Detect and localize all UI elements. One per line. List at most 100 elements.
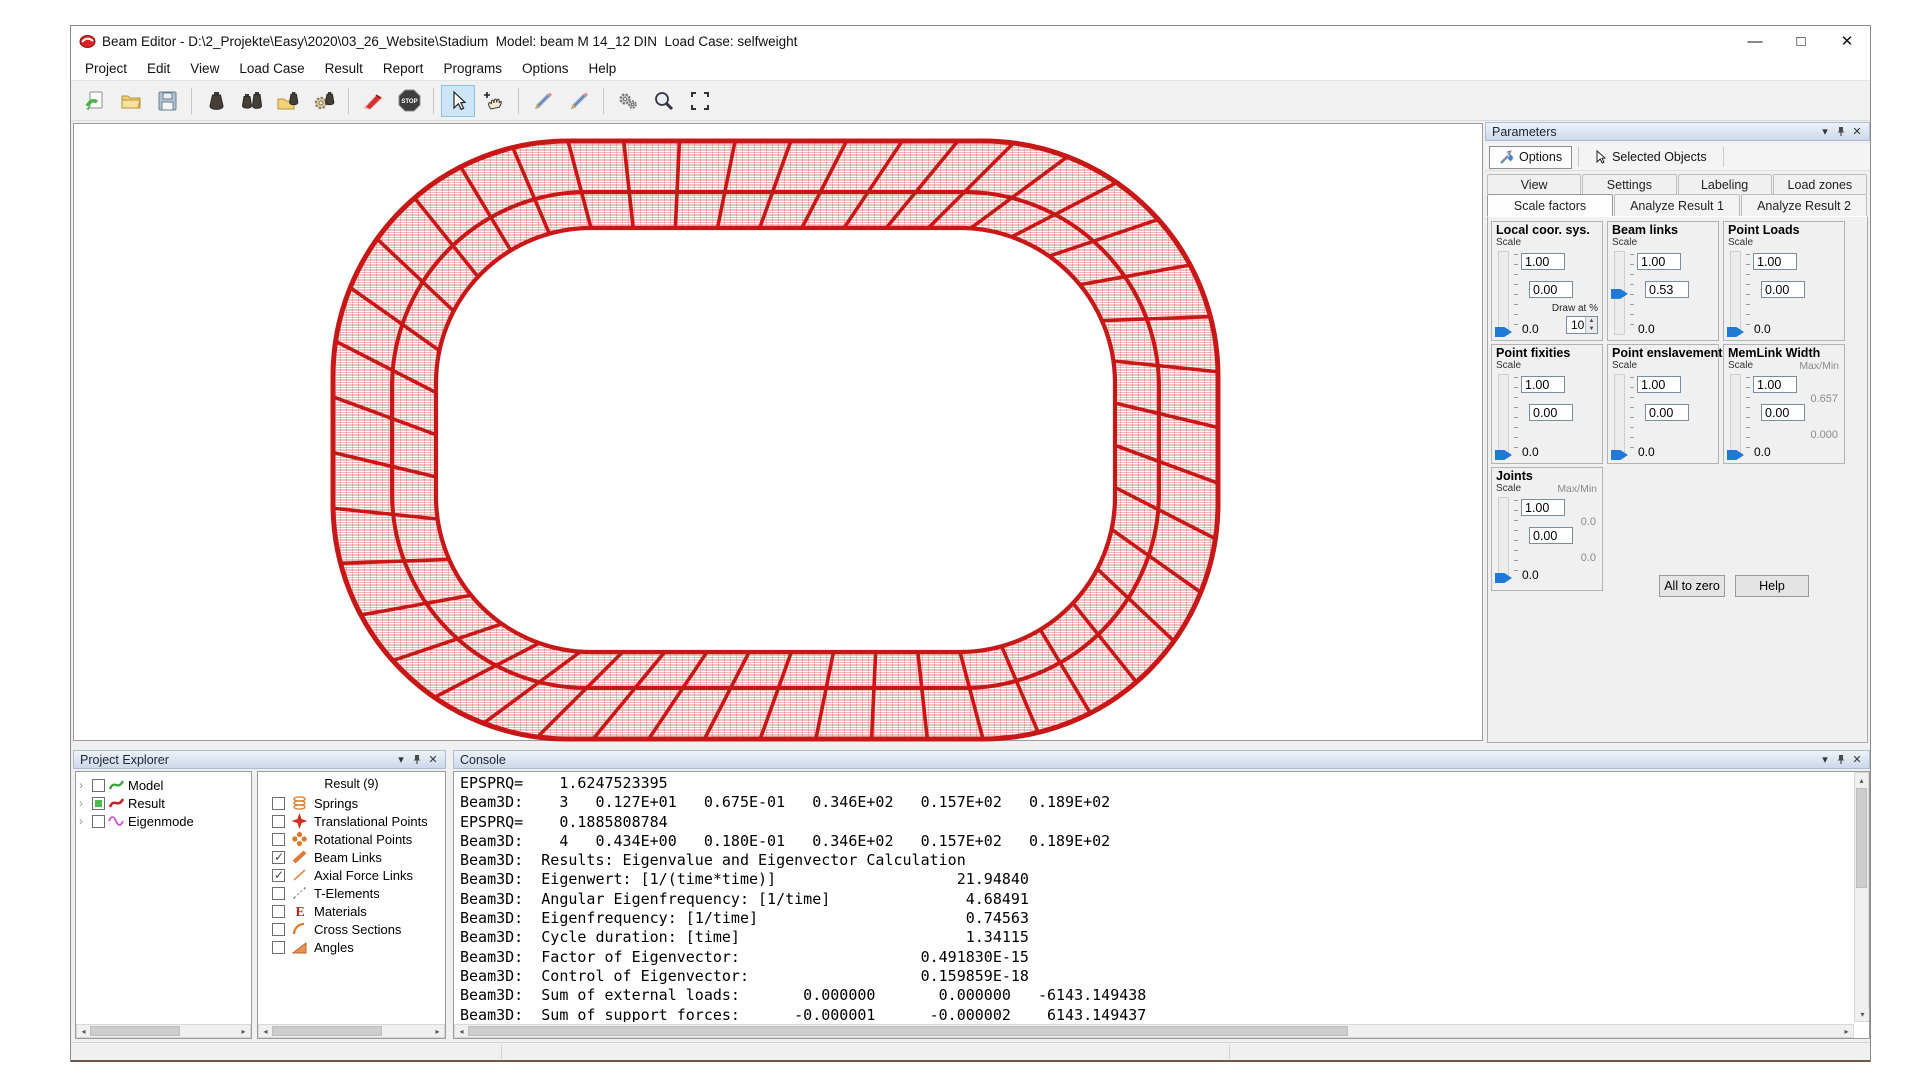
result-item-beam-links[interactable]: Beam Links: [258, 848, 445, 866]
slider-thumb[interactable]: [1495, 327, 1512, 337]
load-case-weight-button[interactable]: [199, 85, 233, 117]
pin-icon[interactable]: [409, 752, 425, 767]
scale-slider[interactable]: [1614, 374, 1625, 458]
scale-slider[interactable]: [1498, 374, 1509, 458]
close-button[interactable]: ✕: [1840, 33, 1854, 50]
tab-analyze-result-2[interactable]: Analyze Result 2: [1741, 194, 1867, 216]
scale-slider[interactable]: [1498, 251, 1509, 335]
result-checkbox[interactable]: [272, 868, 285, 882]
expander-icon[interactable]: ›: [79, 778, 83, 792]
close-icon[interactable]: ✕: [428, 754, 438, 766]
project-explorer-title-bar[interactable]: Project Explorer ▾ ✕: [73, 750, 446, 769]
menu-edit[interactable]: Edit: [147, 60, 171, 76]
help-button[interactable]: Help: [1735, 575, 1809, 597]
scroll-right-arrow[interactable]: ▸: [1840, 1025, 1853, 1037]
pin-icon[interactable]: [1833, 752, 1849, 767]
close-icon[interactable]: ✕: [1852, 754, 1862, 766]
tree-horizontal-scrollbar[interactable]: ◂ ▸: [76, 1024, 251, 1038]
result-item-cross-sections[interactable]: Cross Sections: [258, 920, 445, 938]
scroll-left-arrow[interactable]: ◂: [259, 1025, 272, 1037]
scale-value-field[interactable]: [1529, 281, 1573, 298]
scale-value-field[interactable]: [1761, 281, 1805, 298]
tree-checkbox[interactable]: [92, 796, 105, 810]
scale-value-field[interactable]: [1529, 527, 1573, 544]
save-button[interactable]: [150, 85, 184, 117]
scroll-left-arrow[interactable]: ◂: [77, 1025, 90, 1037]
slider-thumb[interactable]: [1727, 327, 1744, 337]
model-canvas[interactable]: [73, 123, 1483, 742]
console-title-bar[interactable]: Console ▾ ✕: [453, 750, 1870, 769]
slider-thumb[interactable]: [1495, 450, 1512, 460]
result-checkbox[interactable]: [272, 850, 285, 864]
result-item-t-elements[interactable]: T-Elements: [258, 884, 445, 902]
open-project-button[interactable]: [114, 85, 148, 117]
result-checkbox[interactable]: [272, 832, 285, 846]
scale-value-field[interactable]: [1645, 281, 1689, 298]
new-project-button[interactable]: [78, 85, 112, 117]
draw-at-spinner[interactable]: 10 ▲ ▼: [1566, 316, 1598, 334]
result-checkbox[interactable]: [272, 922, 285, 936]
draw-beam-button[interactable]: [526, 85, 560, 117]
console-vertical-scrollbar[interactable]: ▴ ▾: [1854, 772, 1869, 1022]
result-item-materials[interactable]: E Materials: [258, 902, 445, 920]
menu-programs[interactable]: Programs: [443, 60, 502, 76]
menu-report[interactable]: Report: [382, 60, 424, 76]
tree-item-model[interactable]: › Model: [76, 776, 251, 794]
result-checkbox[interactable]: [272, 814, 285, 828]
scale-max-field[interactable]: [1753, 253, 1797, 270]
maximize-button[interactable]: □: [1796, 32, 1806, 50]
scroll-thumb[interactable]: [468, 1026, 1348, 1036]
expander-icon[interactable]: ›: [79, 796, 83, 810]
menu-options[interactable]: Options: [521, 60, 569, 76]
result-checkbox[interactable]: [272, 940, 285, 954]
stop-button[interactable]: STOP: [392, 85, 426, 117]
options-toolstrip-button[interactable]: Options: [1489, 145, 1573, 169]
tab-scale-factors[interactable]: Scale factors: [1487, 194, 1613, 216]
slider-thumb[interactable]: [1611, 288, 1628, 299]
slider-thumb[interactable]: [1611, 450, 1628, 460]
scale-slider[interactable]: [1730, 374, 1741, 458]
scale-max-field[interactable]: [1521, 253, 1565, 270]
chevron-down-icon[interactable]: ▾: [398, 754, 404, 766]
scroll-thumb[interactable]: [90, 1026, 180, 1036]
tab-view[interactable]: View: [1487, 174, 1582, 194]
slider-thumb[interactable]: [1727, 450, 1744, 460]
result-checkbox[interactable]: [272, 904, 285, 918]
spin-down-button[interactable]: ▼: [1586, 325, 1597, 333]
scroll-right-arrow[interactable]: ▸: [237, 1025, 250, 1037]
scroll-down-arrow[interactable]: ▾: [1856, 1008, 1869, 1020]
scroll-left-arrow[interactable]: ◂: [455, 1025, 468, 1037]
tab-settings[interactable]: Settings: [1582, 174, 1677, 194]
pin-icon[interactable]: [1833, 124, 1849, 139]
chevron-down-icon[interactable]: ▾: [1822, 754, 1828, 766]
all-to-zero-button[interactable]: All to zero: [1659, 575, 1725, 597]
tree-item-result[interactable]: › Result: [76, 794, 251, 812]
result-item-rotational-points[interactable]: Rotational Points: [258, 830, 445, 848]
result-checkbox[interactable]: [272, 796, 285, 810]
draw-link-button[interactable]: [562, 85, 596, 117]
chevron-down-icon[interactable]: ▾: [1822, 126, 1828, 138]
scale-value-field[interactable]: [1645, 404, 1689, 421]
list-horizontal-scrollbar[interactable]: ◂ ▸: [258, 1024, 445, 1038]
tree-checkbox[interactable]: [92, 778, 105, 792]
open-load-case-button[interactable]: [271, 85, 305, 117]
parameters-title-bar[interactable]: Parameters ▾ ✕: [1485, 122, 1870, 141]
transform-button[interactable]: [611, 85, 645, 117]
fit-view-button[interactable]: [683, 85, 717, 117]
minimize-button[interactable]: —: [1747, 32, 1763, 50]
scale-value-field[interactable]: [1761, 404, 1805, 421]
scale-value-field[interactable]: [1529, 404, 1573, 421]
scale-max-field[interactable]: [1521, 376, 1565, 393]
tab-analyze-result-1[interactable]: Analyze Result 1: [1614, 194, 1740, 216]
scroll-thumb[interactable]: [272, 1026, 382, 1036]
tab-load-zones[interactable]: Load zones: [1772, 174, 1867, 194]
menu-project[interactable]: Project: [85, 60, 128, 76]
menu-view[interactable]: View: [190, 60, 220, 76]
menu-load-case[interactable]: Load Case: [239, 60, 305, 76]
tree-item-eigenmode[interactable]: › Eigenmode: [76, 812, 251, 830]
load-case-options-button[interactable]: [307, 85, 341, 117]
selected-objects-toolstrip-button[interactable]: Selected Objects: [1585, 146, 1717, 169]
menu-help[interactable]: Help: [588, 60, 617, 76]
tab-labeling[interactable]: Labeling: [1677, 174, 1772, 194]
scale-slider[interactable]: [1498, 497, 1509, 581]
